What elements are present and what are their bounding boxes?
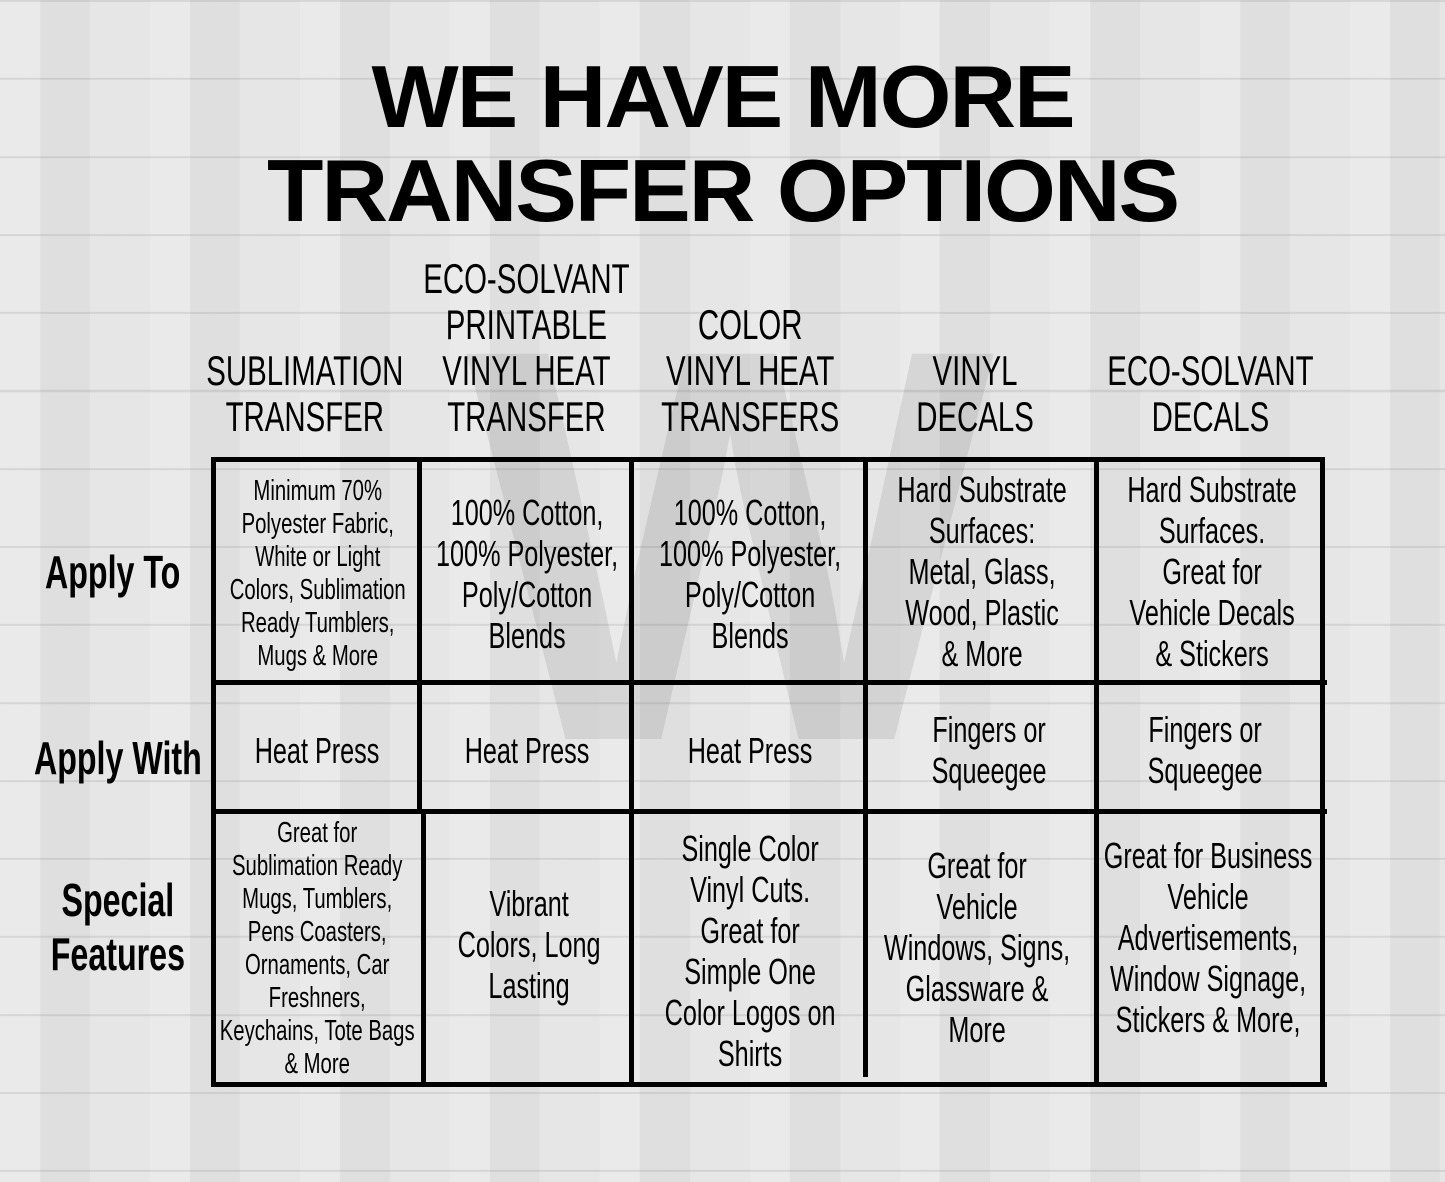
grid-line xyxy=(1320,457,1325,1087)
grid-line xyxy=(211,809,1327,814)
grid-line xyxy=(211,680,1327,685)
grid-line xyxy=(417,457,422,812)
grid-line xyxy=(211,457,216,1087)
table-cell: Hard Substrate Surfaces: Metal, Glass, W… xyxy=(897,468,1068,674)
table-cell: Minimum 70% Polyester Fabric, White or L… xyxy=(229,475,406,672)
row-label-apply-to: Apply To xyxy=(44,545,181,598)
table-cell: Great for Business Vehicle Advertisement… xyxy=(1103,834,1313,1040)
grid-line xyxy=(1094,457,1099,1087)
column-header-color-htv: COLOR VINYL HEAT TRANSFERS xyxy=(660,301,840,440)
table-cell: Heat Press xyxy=(464,729,590,771)
column-header-eco-solvant-htv: ECO-SOLVANT PRINTABLE VINYL HEAT TRANSFE… xyxy=(422,255,630,440)
table-cell: Fingers or Squeegee xyxy=(1147,709,1263,791)
table-cell: Hard Substrate Surfaces. Great for Vehic… xyxy=(1127,468,1297,674)
grid-line xyxy=(211,1082,1327,1087)
row-label-apply-with: Apply With xyxy=(33,732,202,784)
table-cell: Fingers or Squeegee xyxy=(932,709,1047,791)
table-cell: 100% Cotton, 100% Polyester, Poly/Cotton… xyxy=(658,492,842,656)
page-title: WE HAVE MORE TRANSFER OPTIONS xyxy=(267,47,1180,240)
table-cell: Vibrant Colors, Long Lasting xyxy=(457,883,601,1006)
table-cell: 100% Cotton, 100% Polyester, Poly/Cotton… xyxy=(435,492,619,656)
grid-line xyxy=(629,457,634,1082)
grid-line xyxy=(863,457,868,1077)
table-cell: Single Color Vinyl Cuts. Great for Simpl… xyxy=(664,828,836,1074)
table-cell: Heat Press xyxy=(255,729,380,771)
column-header-vinyl-decals: VINYL DECALS xyxy=(916,347,1034,440)
column-header-sublimation: SUBLIMATION TRANSFER xyxy=(206,347,404,440)
table-cell: Heat Press xyxy=(687,729,813,771)
table-cell: Great for Vehicle Windows, Signs, Glassw… xyxy=(883,845,1071,1050)
grid-line xyxy=(421,812,426,1087)
column-header-eco-solvant-decals: ECO-SOLVANT DECALS xyxy=(1106,347,1314,440)
row-label-special-features: Special Features xyxy=(50,874,185,980)
table-cell: Great for Sublimation Ready Mugs, Tumble… xyxy=(220,816,415,1080)
grid-line xyxy=(211,457,1325,462)
watermark-logo: W xyxy=(465,232,995,858)
